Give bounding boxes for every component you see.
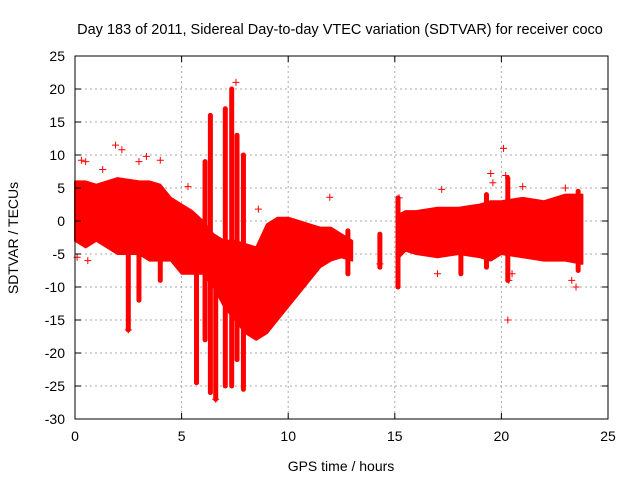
- y-tick-label: 10: [49, 147, 65, 163]
- x-tick-label: 25: [600, 428, 616, 444]
- data-point: [395, 194, 403, 202]
- data-band-segment-2: [398, 193, 584, 265]
- data-layer: [73, 78, 584, 403]
- x-axis-label: GPS time / hours: [288, 458, 395, 474]
- data-point: [156, 156, 164, 164]
- data-point: [84, 257, 92, 265]
- data-point: [118, 146, 126, 154]
- data-point: [572, 283, 580, 291]
- data-point: [433, 270, 441, 278]
- y-tick-label: -20: [45, 345, 65, 361]
- y-axis-label: SDTVAR / TECUs: [5, 182, 21, 294]
- data-point: [135, 158, 143, 166]
- y-tick-label: 20: [49, 81, 65, 97]
- data-point: [326, 193, 334, 201]
- y-tick-label: -5: [53, 246, 66, 262]
- data-point: [519, 183, 527, 191]
- data-point: [376, 260, 384, 268]
- y-tick-label: -25: [45, 378, 65, 394]
- data-point: [504, 316, 512, 324]
- plot-frame: [74, 55, 609, 420]
- y-tick-label: 0: [57, 213, 65, 229]
- y-tick-label: -30: [45, 411, 65, 427]
- data-point: [489, 179, 497, 187]
- data-point: [508, 270, 516, 278]
- data-point: [561, 184, 569, 192]
- data-point: [568, 276, 576, 284]
- y-tick-label: -10: [45, 279, 65, 295]
- data-point: [112, 141, 120, 149]
- x-tick-label: 15: [387, 428, 403, 444]
- data-point: [502, 171, 510, 179]
- data-point: [414, 247, 422, 255]
- data-point: [124, 326, 132, 334]
- x-tick-label: 20: [494, 428, 510, 444]
- data-point: [505, 276, 513, 284]
- data-point: [438, 185, 446, 193]
- chart-title: Day 183 of 2011, Sidereal Day-to-day VTE…: [77, 22, 603, 38]
- x-tick-label: 5: [178, 428, 186, 444]
- data-point: [99, 166, 107, 174]
- data-point: [212, 395, 220, 403]
- y-tick-label: 25: [49, 48, 65, 64]
- y-tick-label: -15: [45, 312, 65, 328]
- data-point: [82, 158, 90, 166]
- x-tick-label: 10: [280, 428, 296, 444]
- data-point: [254, 205, 262, 213]
- data-point: [142, 152, 150, 160]
- data-point: [77, 156, 85, 164]
- data-point: [487, 169, 495, 177]
- data-point: [500, 144, 508, 152]
- y-tick-label: 15: [49, 114, 65, 130]
- data-point: [232, 78, 240, 86]
- y-tick-label: 5: [57, 180, 65, 196]
- data-point: [184, 183, 192, 191]
- axes: 0 5 10 15 20 25 -30 -25 -20 -15 -10 -5 0 5 10 15 20 25: [45, 48, 616, 444]
- x-tick-label: 0: [71, 428, 79, 444]
